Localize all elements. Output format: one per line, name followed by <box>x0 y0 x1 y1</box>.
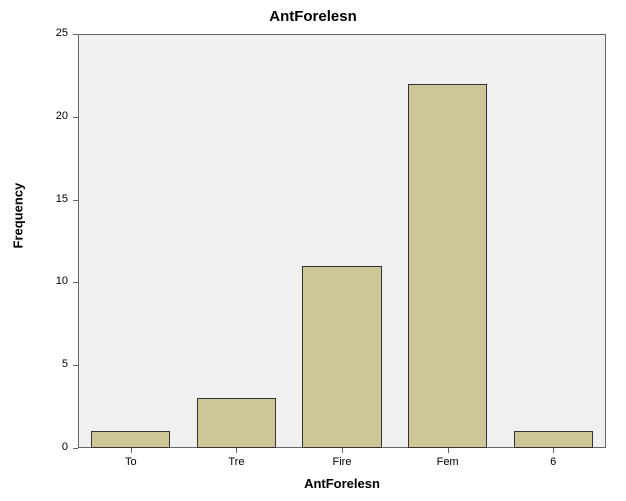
y-tick-mark <box>73 200 78 201</box>
x-tick-mark <box>131 448 132 453</box>
x-tick-mark <box>342 448 343 453</box>
x-tick-label: To <box>78 456 184 468</box>
x-tick-label: 6 <box>500 456 606 468</box>
y-tick-label: 0 <box>38 441 68 453</box>
bar <box>408 84 487 448</box>
bar <box>302 266 381 448</box>
chart-title: AntForelesn <box>0 8 626 25</box>
bar <box>197 398 276 448</box>
y-tick-mark <box>73 282 78 283</box>
y-tick-label: 5 <box>38 358 68 370</box>
y-tick-mark <box>73 365 78 366</box>
x-tick-mark <box>448 448 449 453</box>
x-tick-label: Fire <box>289 456 395 468</box>
y-tick-mark <box>73 34 78 35</box>
x-tick-label: Fem <box>395 456 501 468</box>
x-tick-label: Tre <box>184 456 290 468</box>
x-axis-label: AntForelesn <box>78 476 606 491</box>
chart-container: AntForelesn Frequency AntForelesn 0 5 10 15… <box>0 0 626 501</box>
y-tick-label: 10 <box>38 275 68 287</box>
bar <box>514 431 593 448</box>
y-axis-label: Frequency <box>11 229 26 249</box>
y-tick-mark <box>73 117 78 118</box>
y-tick-label: 15 <box>38 193 68 205</box>
x-tick-mark <box>236 448 237 453</box>
x-tick-mark <box>553 448 554 453</box>
y-tick-label: 20 <box>38 110 68 122</box>
bar <box>91 431 170 448</box>
y-tick-label: 25 <box>38 27 68 39</box>
y-tick-mark <box>73 448 78 449</box>
